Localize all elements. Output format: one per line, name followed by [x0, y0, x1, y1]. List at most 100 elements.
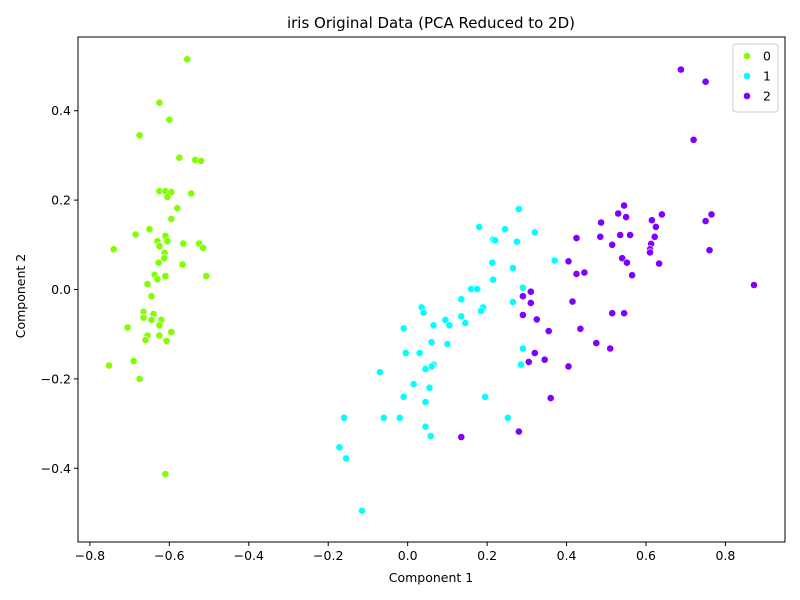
data-point [421, 365, 430, 373]
y-axis: −0.4 −0.2 0.0 0.2 0.4 [41, 103, 78, 476]
data-point [481, 392, 489, 401]
data-point [652, 222, 660, 231]
data-point [572, 269, 581, 278]
data-point [443, 340, 452, 348]
data-point [526, 287, 535, 296]
data-point [445, 321, 454, 330]
x-tick-label: −0.4 [234, 548, 264, 563]
data-point [519, 283, 527, 292]
data-point [580, 268, 589, 277]
data-point [421, 422, 430, 431]
data-point [173, 204, 182, 213]
data-point [646, 248, 654, 257]
data-point [155, 321, 164, 330]
data-point [519, 344, 527, 353]
data-point [401, 349, 410, 357]
data-point [616, 231, 625, 239]
data-point [415, 349, 424, 357]
data-point [163, 237, 172, 246]
data-point [705, 246, 714, 255]
data-point [139, 313, 148, 322]
data-point [155, 331, 164, 340]
data-point [515, 427, 523, 436]
data-point [197, 156, 205, 165]
data-point [655, 259, 663, 268]
data-point [519, 292, 527, 301]
data-point [689, 135, 698, 144]
data-point [532, 315, 541, 324]
data-point [358, 506, 366, 515]
data-point [592, 339, 601, 347]
data-point [620, 309, 628, 318]
x-tick-label: 0.8 [715, 548, 735, 563]
x-axis: −0.8 −0.6 −0.4 −0.2 0.0 0.2 0.4 0.6 0.8 [75, 542, 735, 563]
data-point [342, 454, 350, 463]
data-point [750, 281, 758, 289]
data-point [163, 193, 172, 201]
data-point [658, 210, 666, 219]
data-point [501, 225, 509, 234]
data-point [399, 392, 408, 401]
data-point [519, 311, 527, 319]
data-point [419, 308, 428, 317]
data-point [515, 205, 523, 213]
data-point [628, 271, 636, 280]
x-axis-label: Component 1 [389, 570, 474, 585]
data-point [701, 217, 710, 225]
data-point [475, 222, 484, 231]
data-point [457, 295, 466, 304]
data-point [503, 413, 512, 422]
x-tick-label: −0.8 [75, 548, 105, 563]
data-point [677, 65, 685, 74]
y-tick-label: 0.4 [51, 103, 71, 118]
data-point [564, 257, 573, 266]
data-point [147, 315, 156, 324]
legend-marker [743, 92, 751, 100]
data-point [161, 470, 170, 478]
legend-label: 0 [763, 49, 771, 64]
data-point [155, 242, 164, 251]
legend-label: 1 [763, 69, 771, 84]
data-point [491, 236, 499, 245]
x-tick-label: 0.4 [557, 548, 577, 563]
data-point [155, 98, 164, 107]
data-point [509, 298, 517, 306]
data-point [335, 443, 344, 452]
legend-marker [743, 72, 751, 80]
data-point [473, 285, 482, 293]
data-point [202, 272, 211, 280]
data-point [427, 338, 436, 347]
x-tick-label: 0.2 [477, 548, 497, 563]
data-point [530, 228, 539, 237]
data-point [572, 234, 581, 242]
data-point [199, 243, 207, 252]
data-point [395, 413, 404, 422]
data-point [623, 258, 631, 267]
legend: 0 1 2 [732, 43, 779, 113]
data-point [165, 115, 174, 124]
data-point [167, 214, 176, 223]
data-point [426, 432, 435, 440]
chart-title: iris Original Data (PCA Reduced to 2D) [287, 14, 575, 32]
data-point [153, 275, 162, 284]
data-point [517, 360, 525, 369]
data-point [608, 240, 617, 249]
data-point [540, 355, 549, 364]
data-point [145, 225, 154, 234]
data-point [421, 398, 430, 406]
data-point [650, 232, 659, 241]
y-axis-label: Component 2 [13, 254, 28, 339]
data-point [608, 309, 617, 318]
data-point [154, 258, 163, 267]
data-point [409, 380, 418, 389]
data-point [546, 394, 555, 402]
data-point [178, 260, 187, 269]
data-point [147, 292, 156, 301]
legend-label: 2 [763, 89, 771, 104]
data-point [109, 245, 118, 254]
data-point [160, 254, 169, 263]
data-point [135, 131, 144, 140]
x-tick-label: 0.0 [398, 548, 418, 563]
y-tick-label: −0.4 [41, 461, 71, 476]
